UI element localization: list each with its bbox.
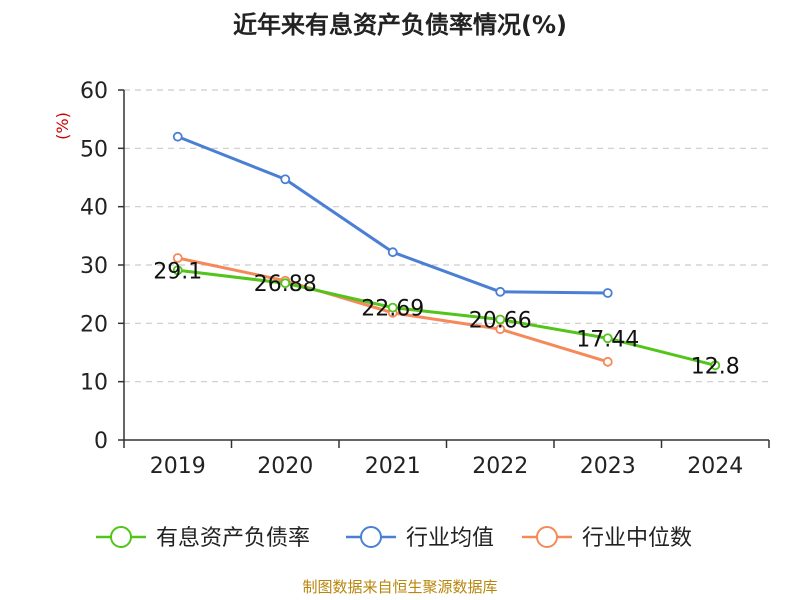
data-point — [387, 247, 398, 258]
x-tick-label: 2021 — [365, 454, 421, 479]
legend-marker — [536, 526, 558, 548]
data-label: 22.69 — [361, 297, 424, 322]
data-point — [602, 288, 613, 298]
legend-label: 有息资产负债率 — [156, 526, 310, 551]
legend: 有息资产负债率 行业均值 行业中位数 — [96, 526, 692, 551]
y-axis-unit-label: (%) — [53, 112, 72, 140]
data-point — [280, 278, 291, 289]
data-point — [495, 324, 506, 335]
legend-item-1: 行业均值 — [346, 526, 494, 551]
x-tick-label: 2022 — [472, 454, 528, 479]
x-tick-label: 2024 — [687, 454, 743, 479]
data-label: 20.66 — [469, 308, 532, 333]
data-point — [387, 302, 398, 313]
data-label: 26.88 — [254, 272, 317, 297]
legend-marker — [360, 526, 382, 548]
x-tick-label: 2020 — [257, 454, 313, 479]
data-point — [495, 286, 506, 297]
x-tick-label: 2023 — [580, 454, 636, 479]
grid-layer — [124, 89, 769, 383]
data-label: 12.8 — [691, 354, 740, 379]
y-tick-label: 60 — [80, 79, 108, 104]
data-point — [172, 253, 183, 263]
data-label-layer: 29.1 26.88 22.69 20.66 17.44 12.8 — [153, 259, 739, 379]
series-line-1 — [177, 135, 608, 295]
data-label: 17.44 — [576, 327, 639, 352]
data-point — [172, 131, 183, 142]
data-point — [710, 360, 721, 371]
chart-title: 近年来有息资产负债率情况(%) — [233, 11, 567, 39]
series-line-0 — [177, 268, 716, 367]
y-tick-label: 40 — [80, 196, 108, 221]
x-tick-label: 2019 — [150, 454, 206, 479]
y-tick-label: 20 — [80, 312, 108, 337]
source-note: 制图数据来自恒生聚源数据库 — [302, 578, 497, 596]
data-point — [602, 356, 613, 367]
y-tick-label: 0 — [94, 429, 108, 454]
legend-item-2: 行业中位数 — [522, 526, 692, 551]
legend-label: 行业中位数 — [582, 526, 692, 551]
legend-item-0: 有息资产负债率 — [96, 526, 310, 551]
data-point — [495, 314, 506, 325]
data-label: 29.1 — [153, 259, 202, 284]
y-tick-label: 50 — [80, 137, 108, 162]
y-tick-label: 10 — [80, 371, 108, 396]
legend-label: 行业均值 — [406, 526, 494, 551]
data-point — [602, 333, 613, 344]
data-point — [172, 265, 183, 276]
legend-marker — [110, 526, 132, 548]
y-tick-label: 30 — [80, 254, 108, 279]
series-layer — [172, 131, 721, 371]
axis-layer: 0 10 20 30 40 50 60 2019 2020 2021 2022 2023 2024 — [80, 79, 770, 479]
data-point — [280, 174, 291, 185]
